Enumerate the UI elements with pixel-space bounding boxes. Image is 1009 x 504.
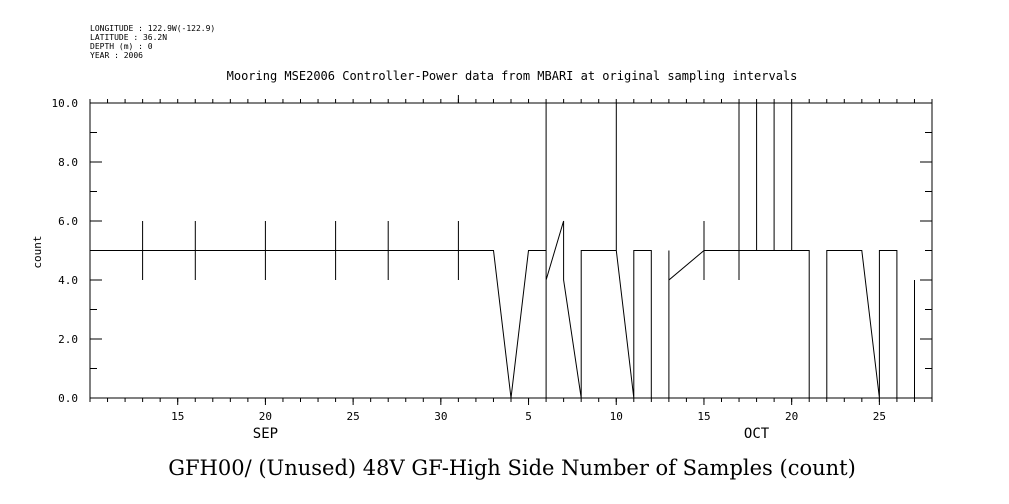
y-tick-label: 10.0 [52, 97, 79, 110]
y-tick-label: 6.0 [58, 215, 78, 228]
meta-longitude: LONGITUDE : 122.9W(-122.9) [90, 24, 215, 33]
x-month-label: OCT [744, 426, 770, 442]
data-series [90, 103, 915, 399]
x-tick-label: 20 [785, 410, 798, 423]
x-month-label: SEP [253, 426, 278, 442]
x-tick-label: 10 [610, 410, 623, 423]
meta-latitude: LATITUDE : 36.2N [90, 33, 167, 42]
y-tick-label: 8.0 [58, 156, 78, 169]
x-tick-label: 25 [873, 410, 886, 423]
x-tick-label: 30 [434, 410, 447, 423]
chart-title: Mooring MSE2006 Controller-Power data fr… [227, 69, 798, 83]
y-axis-label: count [31, 235, 44, 268]
bottom-title: GFH00/ (Unused) 48V GF-High Side Number … [168, 456, 856, 480]
x-tick-label: 25 [347, 410, 360, 423]
x-tick-label: 15 [171, 410, 184, 423]
x-tick-label: 15 [697, 410, 710, 423]
meta-year: YEAR : 2006 [90, 51, 143, 60]
meta-depth: DEPTH (m) : 0 [90, 42, 153, 51]
y-tick-label: 4.0 [58, 274, 78, 287]
y-tick-label: 2.0 [58, 333, 78, 346]
x-tick-label: 5 [525, 410, 532, 423]
series-line [90, 103, 915, 399]
x-tick-label: 20 [259, 410, 272, 423]
y-tick-label: 0.0 [58, 392, 78, 405]
axis-labels: 15 20 25 30 5 10 15 20 25 SEP OCT 0.0 2.0 4.0 6.0 8.0 10… [52, 97, 887, 442]
